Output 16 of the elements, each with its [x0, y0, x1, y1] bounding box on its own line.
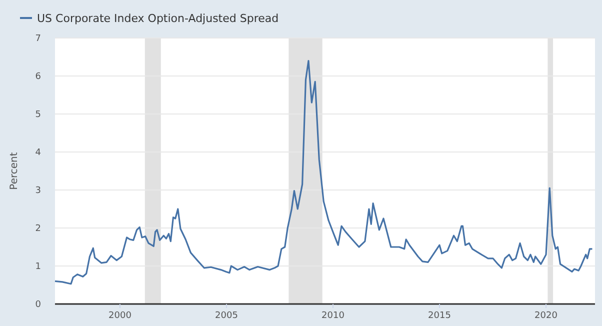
x-tick-label: 2010: [322, 311, 345, 321]
x-tick-label: 2020: [534, 311, 558, 321]
y-tick-label: 0: [35, 300, 42, 310]
x-tick-label: 2005: [215, 311, 238, 321]
y-tick-label: 7: [35, 34, 41, 44]
line-series: [54, 60, 594, 285]
legend-label: US Corporate Index Option-Adjusted Spread: [37, 12, 279, 25]
y-tick-label: 4: [35, 148, 42, 158]
y-axis-title: Percent: [9, 152, 20, 190]
x-tick-label: 2015: [428, 311, 451, 321]
y-tick-label: 6: [35, 72, 42, 82]
x-tick-label: 2000: [108, 311, 132, 321]
y-tick-label: 5: [35, 110, 41, 120]
y-tick-label: 1: [35, 262, 41, 272]
y-tick-label: 3: [35, 186, 41, 196]
y-tick-label: 2: [35, 224, 41, 234]
